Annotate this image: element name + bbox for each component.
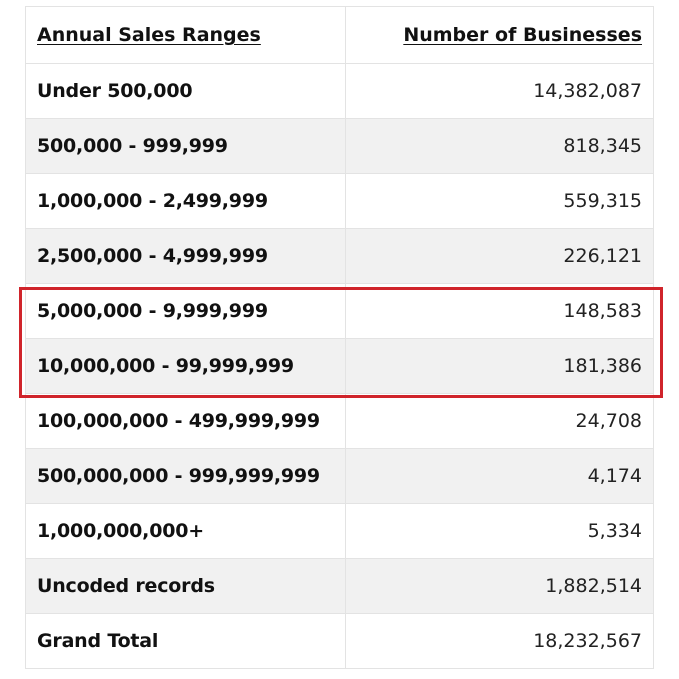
- sales-range-cell: 2,500,000 - 4,999,999: [25, 228, 346, 284]
- header-number-of-businesses: Number of Businesses: [345, 6, 654, 64]
- grand-total-label: Grand Total: [25, 613, 346, 669]
- sales-range-cell: 1,000,000 - 2,499,999: [25, 173, 346, 229]
- grand-total-row: Grand Total 18,232,567: [25, 613, 654, 669]
- sales-range-cell: Under 500,000: [25, 63, 346, 119]
- table-header-row: Annual Sales Ranges Number of Businesses: [25, 6, 654, 64]
- business-count-cell: 181,386: [345, 338, 654, 394]
- table-row: 500,000 - 999,999 818,345: [25, 118, 654, 174]
- business-count-cell: 4,174: [345, 448, 654, 504]
- sales-range-cell: 10,000,000 - 99,999,999: [25, 338, 346, 394]
- sales-range-cell: 500,000 - 999,999: [25, 118, 346, 174]
- business-count-cell: 226,121: [345, 228, 654, 284]
- business-count-cell: 14,382,087: [345, 63, 654, 119]
- header-annual-sales-ranges: Annual Sales Ranges: [25, 6, 346, 64]
- table-row: 500,000,000 - 999,999,999 4,174: [25, 448, 654, 504]
- grand-total-value: 18,232,567: [345, 613, 654, 669]
- business-count-cell: 24,708: [345, 393, 654, 449]
- table-row: 5,000,000 - 9,999,999 148,583: [25, 283, 654, 339]
- table-row: Uncoded records 1,882,514: [25, 558, 654, 614]
- table-row: 1,000,000 - 2,499,999 559,315: [25, 173, 654, 229]
- sales-range-cell: 1,000,000,000+: [25, 503, 346, 559]
- business-count-cell: 818,345: [345, 118, 654, 174]
- sales-range-cell: 100,000,000 - 499,999,999: [25, 393, 346, 449]
- table-row: 100,000,000 - 499,999,999 24,708: [25, 393, 654, 449]
- table-row: 2,500,000 - 4,999,999 226,121: [25, 228, 654, 284]
- table-row: Under 500,000 14,382,087: [25, 63, 654, 119]
- business-count-cell: 1,882,514: [345, 558, 654, 614]
- business-count-cell: 148,583: [345, 283, 654, 339]
- sales-range-cell: 500,000,000 - 999,999,999: [25, 448, 346, 504]
- sales-range-cell: 5,000,000 - 9,999,999: [25, 283, 346, 339]
- annual-sales-table: Annual Sales Ranges Number of Businesses…: [25, 6, 654, 669]
- sales-range-cell: Uncoded records: [25, 558, 346, 614]
- business-count-cell: 5,334: [345, 503, 654, 559]
- table-row: 10,000,000 - 99,999,999 181,386: [25, 338, 654, 394]
- table-row: 1,000,000,000+ 5,334: [25, 503, 654, 559]
- business-count-cell: 559,315: [345, 173, 654, 229]
